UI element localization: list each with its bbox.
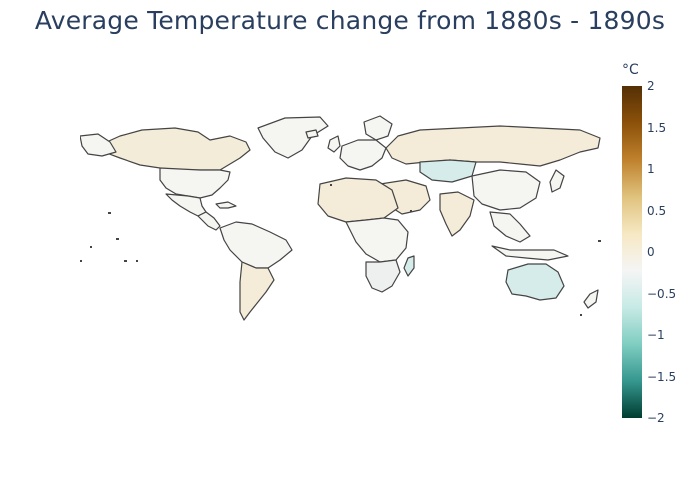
world-map [80, 115, 601, 321]
region-central-america[interactable] [197, 211, 221, 231]
region-southeast-asia[interactable] [489, 211, 531, 243]
region-indonesia[interactable] [491, 245, 569, 261]
country-kazakhstan[interactable] [419, 159, 477, 183]
region-caribbean[interactable] [215, 201, 237, 209]
colorbar-tick-label: −1 [647, 328, 665, 342]
colorbar [622, 86, 642, 418]
country-japan[interactable] [549, 169, 565, 193]
colorbar-tick-label: 0 [647, 245, 655, 259]
region-western-europe[interactable] [339, 139, 387, 171]
country-russia[interactable] [385, 125, 601, 167]
country-canada[interactable] [99, 127, 251, 171]
region-southern-south-america[interactable] [239, 261, 275, 321]
colorbar-gradient [622, 86, 642, 418]
country-iceland[interactable] [305, 129, 319, 139]
country-china[interactable] [471, 169, 541, 211]
colorbar-tick-label: −0.5 [647, 286, 677, 301]
country-india[interactable] [439, 191, 475, 237]
country-uk[interactable] [327, 135, 341, 153]
colorbar-tick-label: 2 [647, 79, 655, 93]
colorbar-unit-label: °C [622, 62, 639, 78]
country-new-zealand[interactable] [583, 289, 599, 309]
country-alaska[interactable] [80, 133, 117, 157]
country-madagascar[interactable] [403, 255, 415, 277]
colorbar-tick-label: 1 [647, 162, 655, 176]
region-southern-africa[interactable] [365, 259, 401, 293]
region-central-africa[interactable] [345, 217, 409, 263]
region-northern-south-america[interactable] [219, 221, 293, 269]
colorbar-tick-label: −2 [647, 411, 665, 425]
country-usa[interactable] [159, 167, 231, 199]
colorbar-tick-label: 0.5 [647, 203, 667, 218]
country-greenland[interactable] [257, 116, 329, 159]
region-scandinavia[interactable] [363, 115, 393, 141]
colorbar-tick-label: −1.5 [647, 369, 677, 384]
scattered-islands [80, 184, 601, 316]
colorbar-tick-label: 1.5 [647, 120, 667, 135]
country-australia[interactable] [505, 263, 565, 301]
map-title: Average Temperature change from 1880s - … [34, 6, 666, 35]
